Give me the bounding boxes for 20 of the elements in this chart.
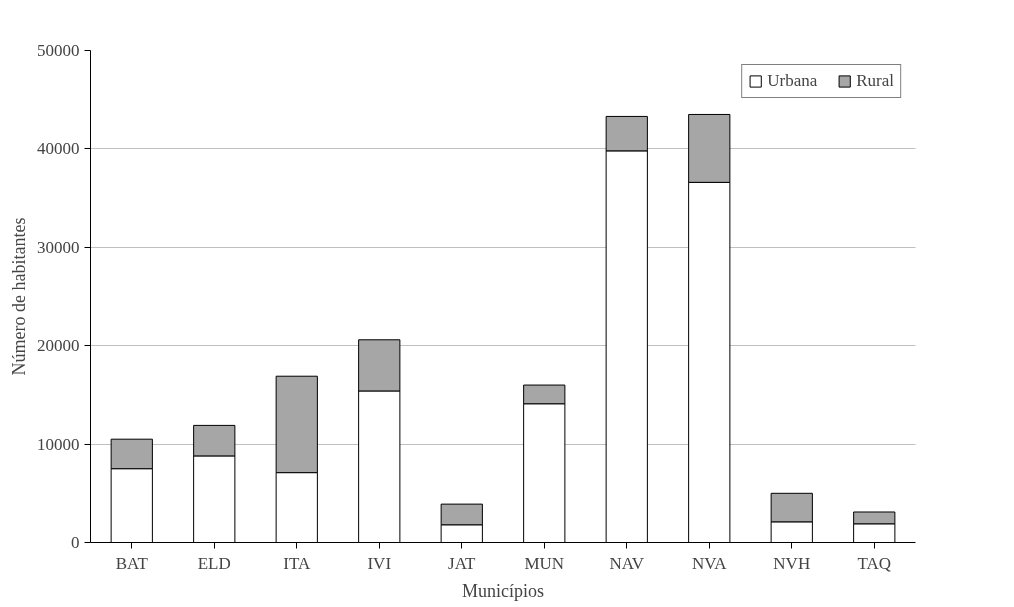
y-tick-label: 40000 <box>37 139 80 159</box>
x-tick-label: MUN <box>524 553 565 573</box>
x-tick-label: JAT <box>448 553 477 573</box>
x-tick-label: NVA <box>691 553 728 573</box>
x-tick-label: NVH <box>773 553 811 573</box>
y-tick-label: 10000 <box>37 434 80 454</box>
legend-label: Urbana <box>767 71 818 91</box>
x-tick-label: ELD <box>197 553 231 573</box>
y-axis-title: Número de habitantes <box>9 217 29 376</box>
y-tick-label: 50000 <box>37 41 80 60</box>
x-tick-label: TAQ <box>857 553 892 573</box>
x-tick-label: BAT <box>115 553 149 573</box>
x-tick-label: IVI <box>367 553 392 573</box>
x-axis-title: Municípios <box>462 580 545 601</box>
legend-label: Rural <box>856 71 894 91</box>
y-tick-label: 30000 <box>37 237 80 257</box>
x-tick-label: ITA <box>283 553 311 573</box>
y-tick-label: 20000 <box>37 336 80 356</box>
y-tick-label: 0 <box>71 533 80 552</box>
x-tick-label: NAV <box>609 553 645 573</box>
